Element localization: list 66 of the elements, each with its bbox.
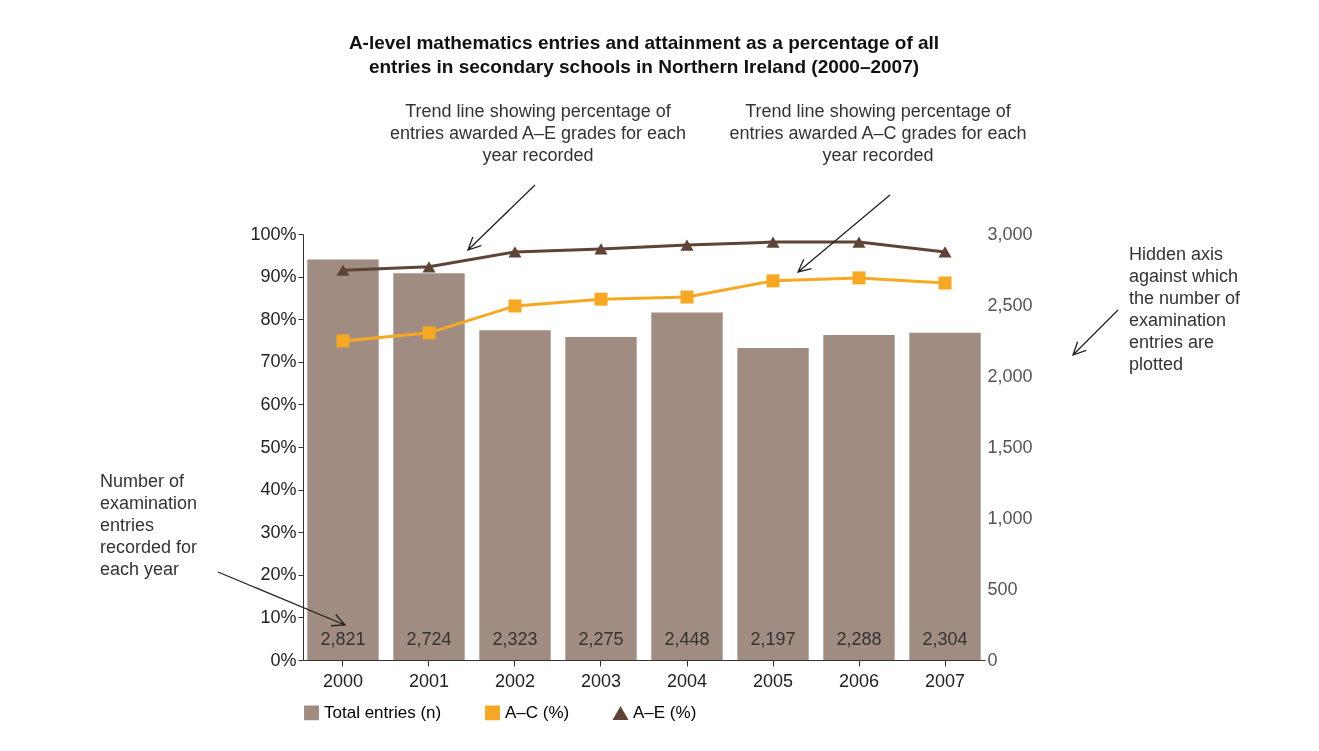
bar (737, 348, 809, 660)
text: Hidden axis against which the number of examination entries are plotted (1129, 243, 1242, 375)
data-label: 2,448 (664, 629, 710, 649)
y-tick-label: 40% (260, 479, 297, 500)
bar (307, 259, 379, 660)
y2-tick-label: 2,500 (987, 294, 1033, 315)
bar (479, 330, 551, 660)
point (594, 243, 608, 255)
point (938, 276, 952, 290)
data-label: 2,323 (492, 629, 538, 649)
point (336, 334, 350, 348)
y-tick-label: 20% (260, 564, 297, 585)
point (766, 236, 780, 248)
data-label: 2,821 (320, 629, 366, 649)
point (852, 271, 866, 285)
data-label: 2,275 (578, 629, 624, 649)
y2-tick-label: 2,000 (987, 365, 1033, 386)
y-tick-label: 0% (270, 649, 297, 670)
text: Number of examination entries recorded for each year (100, 470, 199, 580)
text: Trend line showing percentage of entries awarded A–C grades for each year recorded (728, 100, 1028, 166)
x-tick-label: 2007 (924, 670, 966, 691)
point (680, 290, 694, 304)
legend-label: Total entries (n) (324, 702, 442, 722)
y-tick-label: 80% (260, 308, 297, 329)
x-tick-label: 2002 (494, 670, 536, 691)
x-tick-label: 2000 (322, 670, 364, 691)
data-label: 2,288 (836, 629, 882, 649)
y-tick-label: 30% (260, 521, 297, 542)
point (680, 239, 694, 251)
data-label: 2,304 (922, 629, 968, 649)
point (336, 264, 350, 276)
x-tick-label: 2004 (666, 670, 708, 691)
chart-title: A-level mathematics entries and attainment as a percentage of all entries in secondary schools in Northern Ireland (2000–2007) (348, 32, 940, 77)
point (422, 261, 436, 273)
y-tick-label: 70% (260, 351, 297, 372)
y2-tick-label: 1,500 (987, 436, 1033, 457)
text: Trend line showing percentage of entries awarded A–E grades for each year recorded (388, 100, 688, 166)
point (508, 246, 522, 258)
x-tick-label: 2006 (838, 670, 880, 691)
y2-tick-label: 0 (987, 649, 998, 670)
y-tick-label: 90% (260, 266, 297, 287)
x-tick-label: 2001 (408, 670, 450, 691)
point (594, 292, 608, 306)
bar (565, 336, 637, 660)
y-tick-label: 50% (260, 436, 297, 457)
bar (393, 273, 465, 660)
legend-label: A–C (%) (505, 702, 570, 722)
point (508, 299, 522, 313)
bar (823, 335, 895, 660)
point (938, 246, 952, 258)
y-tick-label: 100% (250, 223, 297, 244)
bar (651, 312, 723, 660)
y2-tick-label: 1,000 (987, 507, 1033, 528)
x-tick-label: 2003 (580, 670, 622, 691)
y-tick-label: 10% (260, 606, 297, 627)
y2-tick-label: 3,000 (987, 223, 1033, 244)
point (852, 236, 866, 248)
point (766, 274, 780, 288)
y2-tick-label: 500 (987, 578, 1018, 599)
point (422, 326, 436, 340)
bar (909, 332, 981, 660)
legend-label: A–E (%) (633, 703, 697, 723)
data-label: 2,197 (750, 629, 796, 649)
data-label: 2,724 (406, 629, 452, 649)
y-tick-label: 60% (260, 393, 297, 414)
x-tick-label: 2005 (752, 670, 794, 691)
